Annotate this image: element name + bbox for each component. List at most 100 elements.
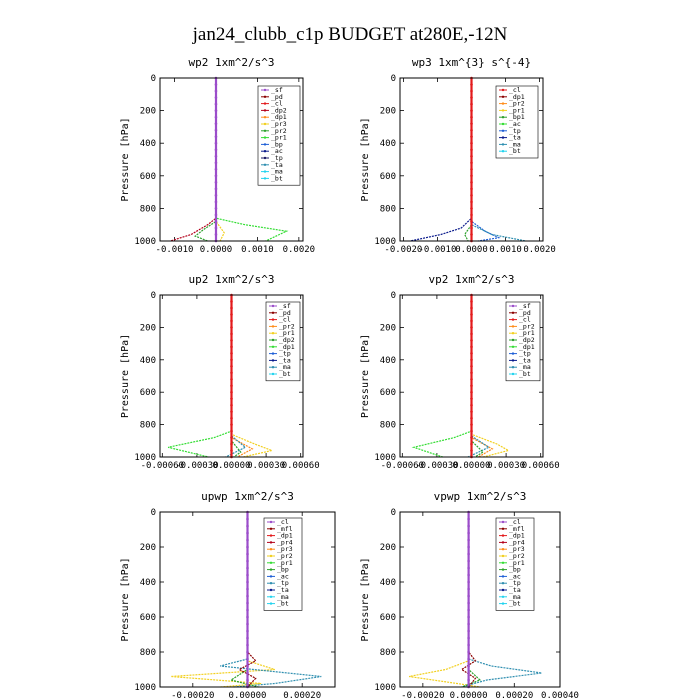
y-tick-label: 600 <box>380 613 396 623</box>
legend-marker <box>269 520 273 524</box>
x-tick-label: 0.0020 <box>283 245 316 255</box>
x-tick-label: -0.00020 <box>401 691 444 700</box>
series-point <box>467 615 470 619</box>
legend-entry: _ma <box>509 140 521 148</box>
legend-entry: _cl <box>519 316 531 324</box>
x-tick-label: -0.00030 <box>415 461 458 471</box>
series-point <box>230 319 233 323</box>
legend-entry: _bt <box>519 370 531 378</box>
series-point <box>467 636 470 640</box>
legend-marker <box>501 568 505 571</box>
series-line <box>470 295 484 458</box>
y-tick-label: 400 <box>380 139 396 149</box>
legend-marker <box>269 534 273 537</box>
y-tick-label: 200 <box>380 323 396 333</box>
series-point <box>470 83 473 86</box>
legend-marker <box>511 345 515 348</box>
y-axis-label: Pressure [hPa] <box>120 334 131 418</box>
legend-entry: _bp1 <box>509 113 525 121</box>
series-point <box>214 102 218 106</box>
y-tick-label: 200 <box>140 323 156 333</box>
series-point <box>230 436 233 439</box>
series-point <box>230 397 233 400</box>
series-point <box>246 671 249 675</box>
legend-entry: _ta <box>509 586 521 594</box>
series-point <box>230 345 233 349</box>
series-point <box>470 384 473 388</box>
y-axis-label: Pressure [hPa] <box>360 117 371 201</box>
series-point <box>470 141 473 145</box>
series-point <box>214 89 218 93</box>
legend-entry: _bp <box>271 140 283 148</box>
legend-marker <box>501 595 505 598</box>
series-point <box>470 377 473 381</box>
series-point <box>470 397 473 400</box>
series-point <box>467 517 470 521</box>
series-point <box>470 122 473 125</box>
legend-marker <box>263 88 267 92</box>
series-point <box>230 313 233 316</box>
series-point <box>214 220 218 223</box>
x-tick-label: 0.00060 <box>522 461 560 471</box>
legend-marker <box>501 582 505 585</box>
legend-entry: _pr3 <box>509 545 525 553</box>
series-point <box>470 403 473 407</box>
legend-entry: _pr2 <box>519 322 535 330</box>
series-point <box>246 566 249 570</box>
legend-marker <box>269 582 273 585</box>
legend-entry: _bt <box>509 600 521 608</box>
legend-entry: _tp <box>509 127 521 135</box>
series-point <box>214 122 218 125</box>
series-point <box>467 573 470 577</box>
series-point <box>230 352 233 355</box>
legend-marker <box>511 325 515 328</box>
series-point <box>470 154 473 158</box>
legend-entry: _bt <box>509 147 521 155</box>
y-tick-label: 400 <box>140 139 156 149</box>
series-point <box>230 390 233 394</box>
legend-entry: _cl <box>509 518 521 526</box>
legend-entry: _pr1 <box>277 559 293 567</box>
panel-title: up2 1xm^2/s^3 <box>188 273 274 286</box>
y-tick-label: 800 <box>380 204 396 214</box>
legend-entry: _bt <box>279 370 291 378</box>
legend-entry: _bp <box>277 566 289 574</box>
series-point <box>470 213 473 217</box>
series-line <box>170 78 217 242</box>
panel-2: wp3 1xm^{3} s^{-4} Pressure [hPa] -0.0020-… <box>360 56 556 255</box>
series-line <box>230 295 274 458</box>
panel-title: vp2 1xm^2/s^3 <box>428 273 514 286</box>
y-tick-label: 200 <box>380 107 396 117</box>
series-point <box>470 194 473 197</box>
series-point <box>470 174 473 178</box>
series-point <box>470 187 473 191</box>
y-tick-label: 200 <box>140 543 156 553</box>
series-point <box>470 352 473 355</box>
series-point <box>467 622 470 626</box>
series-line <box>410 78 473 242</box>
y-tick-label: 400 <box>140 578 156 588</box>
y-tick-label: 1000 <box>374 683 396 693</box>
series-line <box>470 78 501 242</box>
legend-entry: _ac <box>277 572 289 580</box>
series-point <box>246 636 249 640</box>
y-tick-label: 1000 <box>374 453 396 463</box>
legend-marker <box>269 588 273 592</box>
series-point <box>467 559 470 563</box>
series-point <box>470 449 473 452</box>
legend-marker <box>263 129 267 132</box>
legend-entry: _pr1 <box>279 329 295 337</box>
legend-entry: _ac <box>509 120 521 128</box>
series-point <box>230 358 233 362</box>
legend-marker <box>501 588 505 592</box>
y-axis-label: Pressure [hPa] <box>360 334 371 418</box>
y-tick-label: 800 <box>380 421 396 431</box>
series-point <box>470 233 473 236</box>
series-point <box>214 141 218 145</box>
series-point <box>470 109 473 112</box>
series-point <box>246 587 249 591</box>
legend-entry: _pr1 <box>509 106 525 114</box>
series-point <box>246 594 249 598</box>
series-point <box>470 345 473 349</box>
series-point <box>214 233 218 236</box>
